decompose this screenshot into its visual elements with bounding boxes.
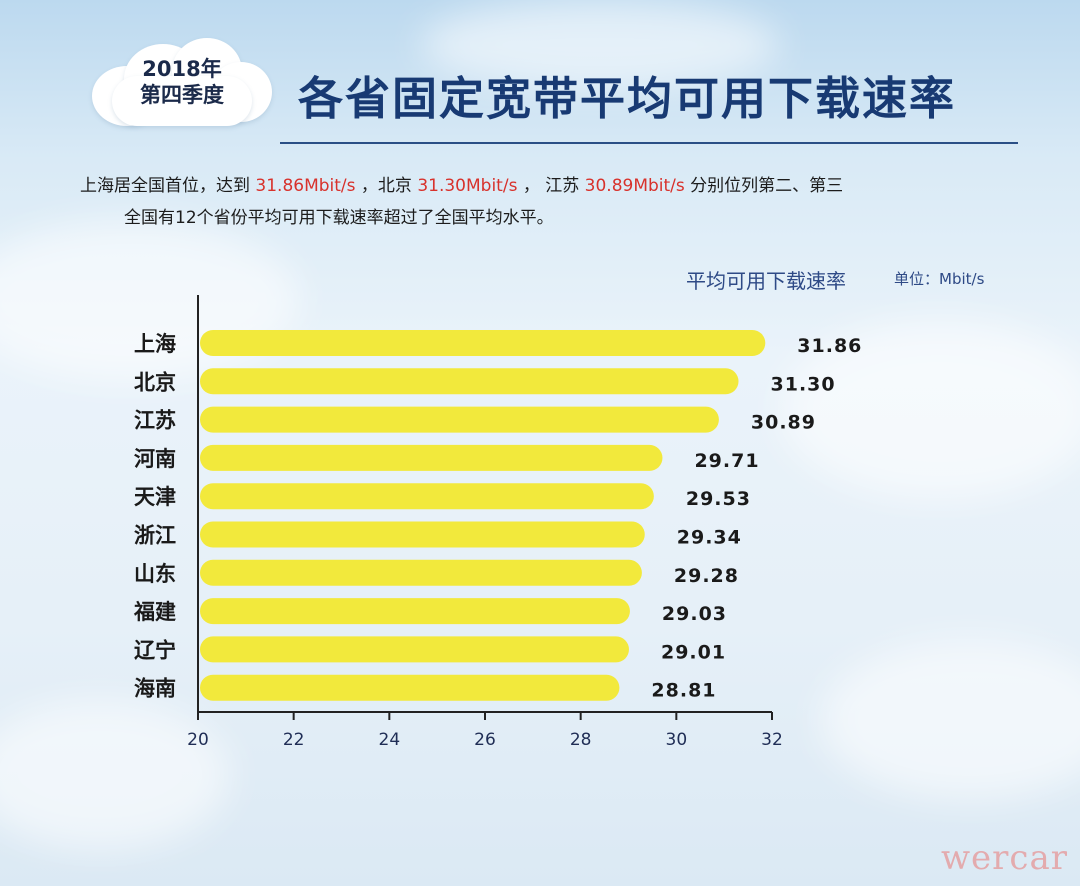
data-label: 29.01	[661, 641, 726, 663]
summary-line-2: 全国有12个省份平均可用下载速率超过了全国平均水平。	[124, 208, 554, 228]
page-title: 各省固定宽带平均可用下载速率	[298, 72, 957, 125]
category-label: 海南	[134, 677, 176, 701]
title-divider	[280, 142, 1018, 144]
bar	[200, 559, 642, 586]
category-label: 北京	[134, 370, 176, 394]
data-label: 29.03	[662, 603, 727, 625]
x-tick-label: 24	[379, 730, 401, 750]
x-tick-label: 26	[474, 730, 496, 750]
bar	[200, 521, 645, 548]
bar	[200, 444, 663, 471]
x-tick-label: 28	[570, 730, 592, 750]
bar	[200, 636, 629, 663]
summary-part-2: ，北京	[360, 176, 412, 196]
x-tick-label: 30	[666, 730, 688, 750]
x-tick-label: 20	[187, 730, 209, 750]
badge-cloud	[92, 36, 272, 126]
badge-quarter: 第四季度	[140, 83, 224, 107]
badge-year: 2018年	[142, 57, 222, 81]
summary-part-1: 上海居全国首位，达到	[80, 176, 250, 196]
data-label: 31.86	[797, 335, 862, 357]
summary-part-3: ， 江苏	[522, 176, 580, 196]
category-label: 河南	[134, 447, 176, 471]
summary-value-1: 31.86Mbit/s	[255, 176, 356, 196]
data-label: 29.34	[677, 527, 742, 549]
category-label: 福建	[133, 600, 176, 624]
chart-unit: 单位：Mbit/s	[894, 270, 985, 288]
category-label: 浙江	[134, 524, 176, 548]
category-label: 上海	[134, 332, 176, 356]
quarter-badge: 2018年 第四季度	[92, 56, 272, 108]
data-label: 29.71	[694, 450, 759, 472]
data-label: 30.89	[751, 412, 816, 434]
bar	[200, 483, 654, 510]
bar	[200, 406, 719, 433]
data-label: 31.30	[771, 373, 836, 395]
category-label: 山东	[134, 562, 176, 586]
data-label: 29.53	[686, 488, 751, 510]
data-label: 29.28	[674, 565, 739, 587]
category-label: 辽宁	[134, 638, 176, 662]
chart-title: 平均可用下载速率	[686, 269, 846, 293]
watermark: wercar	[940, 838, 1068, 878]
data-label: 28.81	[651, 680, 716, 702]
summary-value-2: 31.30Mbit/s	[417, 176, 518, 196]
summary-line-1: 上海居全国首位，达到 31.86Mbit/s ，北京 31.30Mbit/s ，…	[80, 170, 1040, 202]
category-label: 江苏	[134, 409, 176, 433]
bar	[200, 368, 739, 395]
x-tick-label: 32	[761, 730, 783, 750]
bar	[200, 330, 766, 356]
bar	[200, 674, 620, 701]
summary-part-4: 分别位列第二、第三	[690, 176, 844, 196]
summary-text: 上海居全国首位，达到 31.86Mbit/s ，北京 31.30Mbit/s ，…	[80, 170, 1040, 234]
summary-value-3: 30.89Mbit/s	[584, 176, 685, 196]
bar	[200, 598, 630, 625]
category-label: 天津	[134, 485, 176, 509]
x-tick-label: 22	[283, 730, 305, 750]
